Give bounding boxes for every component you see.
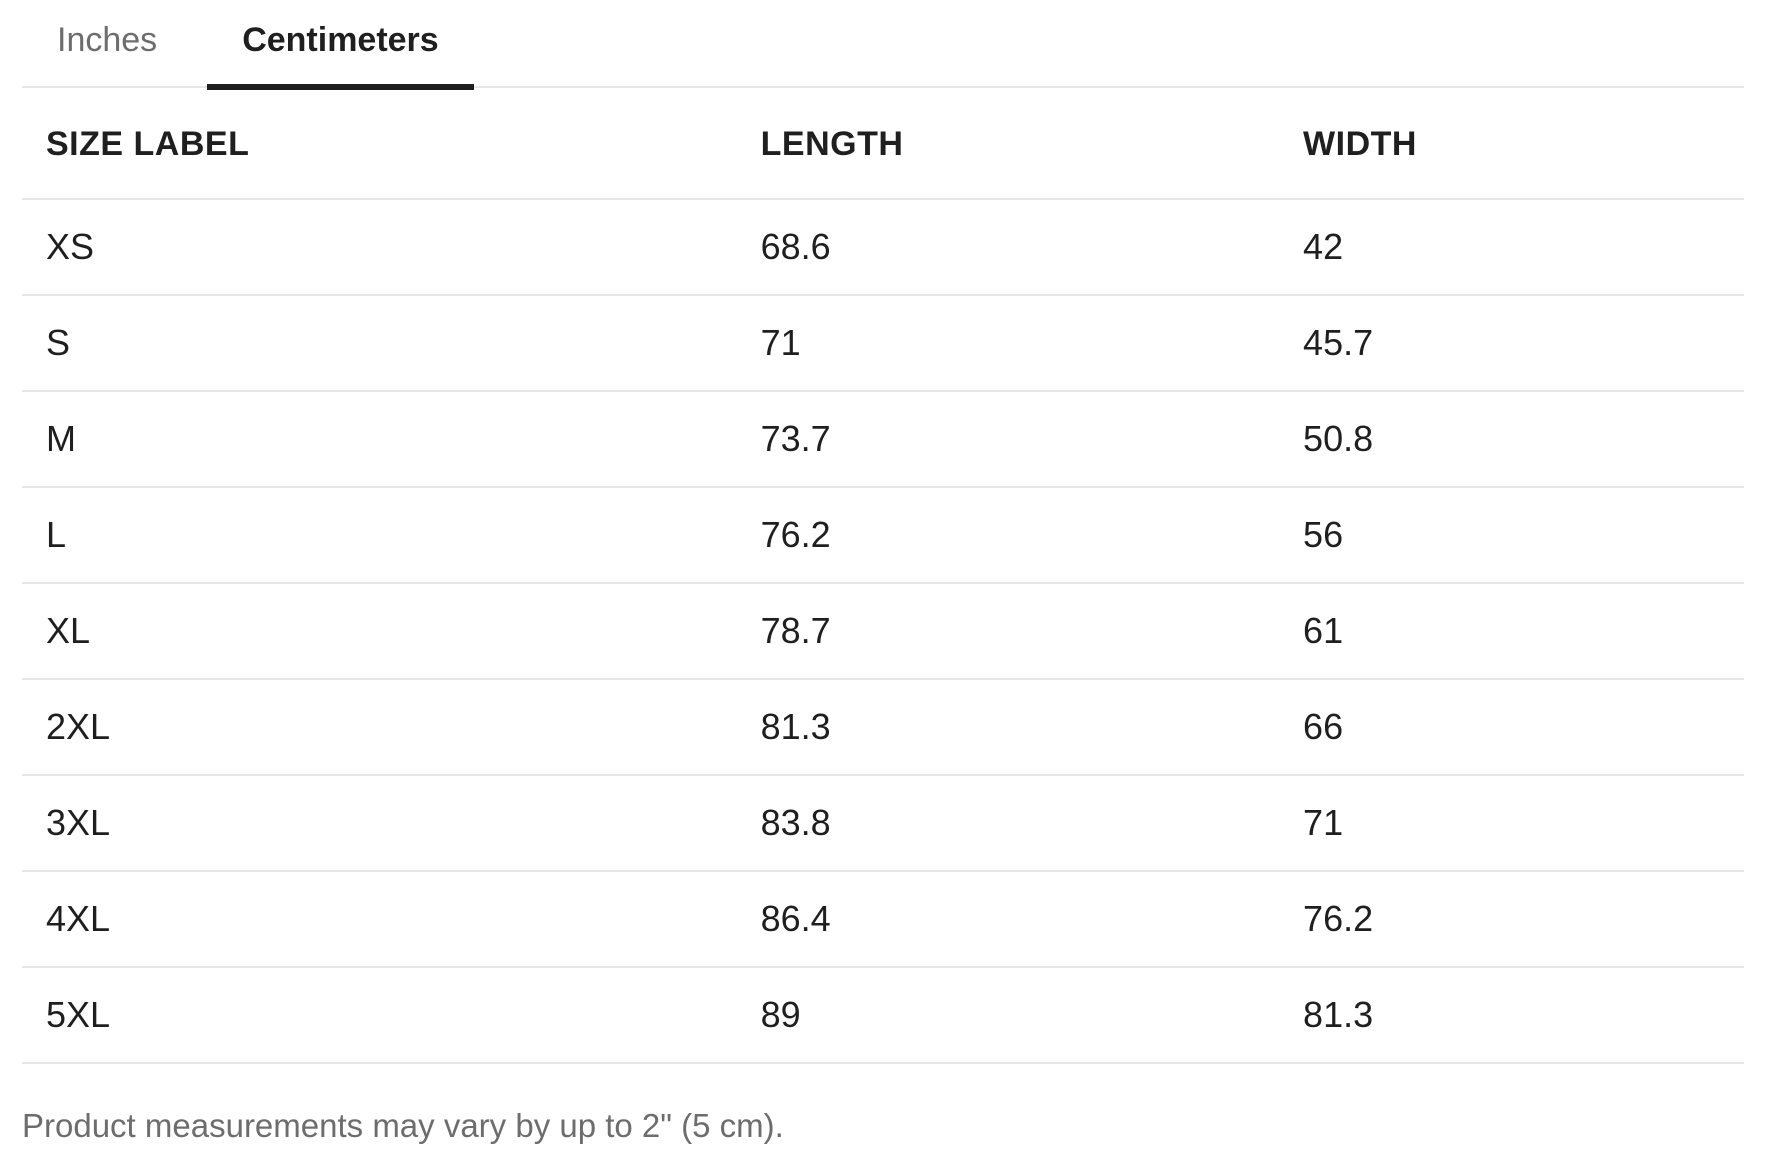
width-cell: 76.2 bbox=[1279, 871, 1744, 968]
table-row: XL 78.7 61 bbox=[22, 583, 1744, 680]
width-cell: 56 bbox=[1279, 487, 1744, 584]
measurement-note: Product measurements may vary by up to 2… bbox=[22, 1107, 784, 1144]
length-cell: 68.6 bbox=[736, 199, 1280, 296]
size-cell: XS bbox=[22, 199, 737, 296]
table-row: XS 68.6 42 bbox=[22, 199, 1744, 296]
length-cell: 86.4 bbox=[736, 871, 1280, 968]
size-cell: M bbox=[22, 391, 737, 488]
table-row: 4XL 86.4 76.2 bbox=[22, 871, 1744, 968]
header-cell-length: LENGTH bbox=[736, 88, 1280, 200]
size-cell: 5XL bbox=[22, 967, 737, 1064]
width-cell: 66 bbox=[1279, 679, 1744, 776]
length-cell: 73.7 bbox=[736, 391, 1280, 488]
table-row: 2XL 81.3 66 bbox=[22, 679, 1744, 776]
length-cell: 71 bbox=[736, 295, 1280, 392]
width-cell: 81.3 bbox=[1279, 967, 1744, 1064]
tab-centimeters[interactable]: Centimeters bbox=[207, 0, 474, 90]
header-cell-width: WIDTH bbox=[1279, 88, 1744, 200]
size-cell: 3XL bbox=[22, 775, 737, 872]
length-cell: 76.2 bbox=[736, 487, 1280, 584]
length-cell: 78.7 bbox=[736, 583, 1280, 680]
width-cell: 45.7 bbox=[1279, 295, 1744, 392]
unit-tab-bar: Inches Centimeters bbox=[22, 0, 1744, 90]
size-cell: 2XL bbox=[22, 679, 737, 776]
size-cell: 4XL bbox=[22, 871, 737, 968]
size-cell: XL bbox=[22, 583, 737, 680]
size-cell: S bbox=[22, 295, 737, 392]
table-row: 3XL 83.8 71 bbox=[22, 775, 1744, 872]
table-header-row: SIZE LABEL LENGTH WIDTH bbox=[22, 88, 1744, 200]
size-chart-table: SIZE LABEL LENGTH WIDTH XS 68.6 42 S 71 45.7 M… bbox=[22, 88, 1744, 1064]
length-cell: 81.3 bbox=[736, 679, 1280, 776]
width-cell: 50.8 bbox=[1279, 391, 1744, 488]
table-row: S 71 45.7 bbox=[22, 295, 1744, 392]
length-cell: 83.8 bbox=[736, 775, 1280, 872]
width-cell: 42 bbox=[1279, 199, 1744, 296]
table-body: XS 68.6 42 S 71 45.7 M 73.7 50.8 L 76.2 56 XL 78.7 61 2… bbox=[22, 199, 1744, 1064]
table-row: M 73.7 50.8 bbox=[22, 391, 1744, 488]
header-cell-size-label: SIZE LABEL bbox=[22, 88, 737, 200]
width-cell: 71 bbox=[1279, 775, 1744, 872]
width-cell: 61 bbox=[1279, 583, 1744, 680]
table-row: 5XL 89 81.3 bbox=[22, 967, 1744, 1064]
length-cell: 89 bbox=[736, 967, 1280, 1064]
table-row: L 76.2 56 bbox=[22, 487, 1744, 584]
size-cell: L bbox=[22, 487, 737, 584]
tab-inches[interactable]: Inches bbox=[22, 0, 192, 86]
